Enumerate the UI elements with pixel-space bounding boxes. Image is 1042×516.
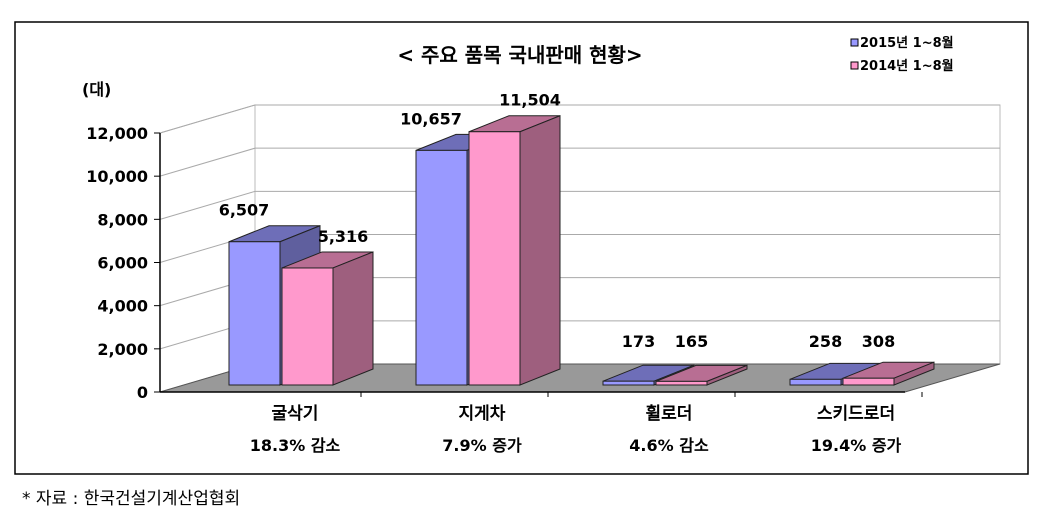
category-label: 굴삭기 <box>272 404 319 424</box>
data-label: 6,507 <box>219 201 270 220</box>
category-note: 4.6% 감소 <box>629 436 709 455</box>
data-label: 11,504 <box>499 91 561 110</box>
y-tick-label: 0 <box>137 383 148 402</box>
y-axis-label: (대) <box>82 80 111 99</box>
bar <box>789 378 842 386</box>
legend-swatch <box>850 61 859 70</box>
bar <box>602 380 655 386</box>
data-label: 10,657 <box>400 109 462 128</box>
chart-title: < 주요 품목 국내판매 현황> <box>397 43 642 67</box>
category-note: 7.9% 증가 <box>442 436 522 455</box>
data-label: 165 <box>675 332 708 351</box>
bar <box>842 377 895 386</box>
data-label: 173 <box>622 332 655 351</box>
legend-label: 2014년 1~8월 <box>860 58 954 74</box>
legend-swatch <box>850 38 859 47</box>
bar-side <box>519 115 561 386</box>
data-label: 5,316 <box>318 227 369 246</box>
category-label: 휠로더 <box>646 404 693 424</box>
y-tick-label: 6,000 <box>97 254 148 273</box>
bar-side <box>332 251 374 386</box>
source-note: * 자료 : 한국건설기계산업협회 <box>22 489 241 509</box>
bar <box>468 131 521 386</box>
gridline-side <box>159 147 256 177</box>
category-note: 18.3% 감소 <box>250 436 341 455</box>
data-label: 308 <box>862 332 895 351</box>
y-tick-label: 4,000 <box>97 297 148 316</box>
category-label: 스키드로더 <box>817 404 895 424</box>
bar <box>281 267 334 386</box>
gridline-side <box>159 104 256 134</box>
y-tick-label: 8,000 <box>97 210 148 229</box>
y-tick-label: 12,000 <box>86 124 148 143</box>
category-note: 19.4% 증가 <box>811 436 902 455</box>
y-tick-label: 2,000 <box>97 340 148 359</box>
bar <box>228 241 281 386</box>
data-label: 258 <box>809 332 842 351</box>
legend-label: 2015년 1~8월 <box>860 35 954 51</box>
bar <box>655 380 708 386</box>
category-label: 지게차 <box>459 404 506 424</box>
y-tick-label: 10,000 <box>86 167 148 186</box>
bar <box>415 149 468 386</box>
gridline-side <box>159 190 256 220</box>
